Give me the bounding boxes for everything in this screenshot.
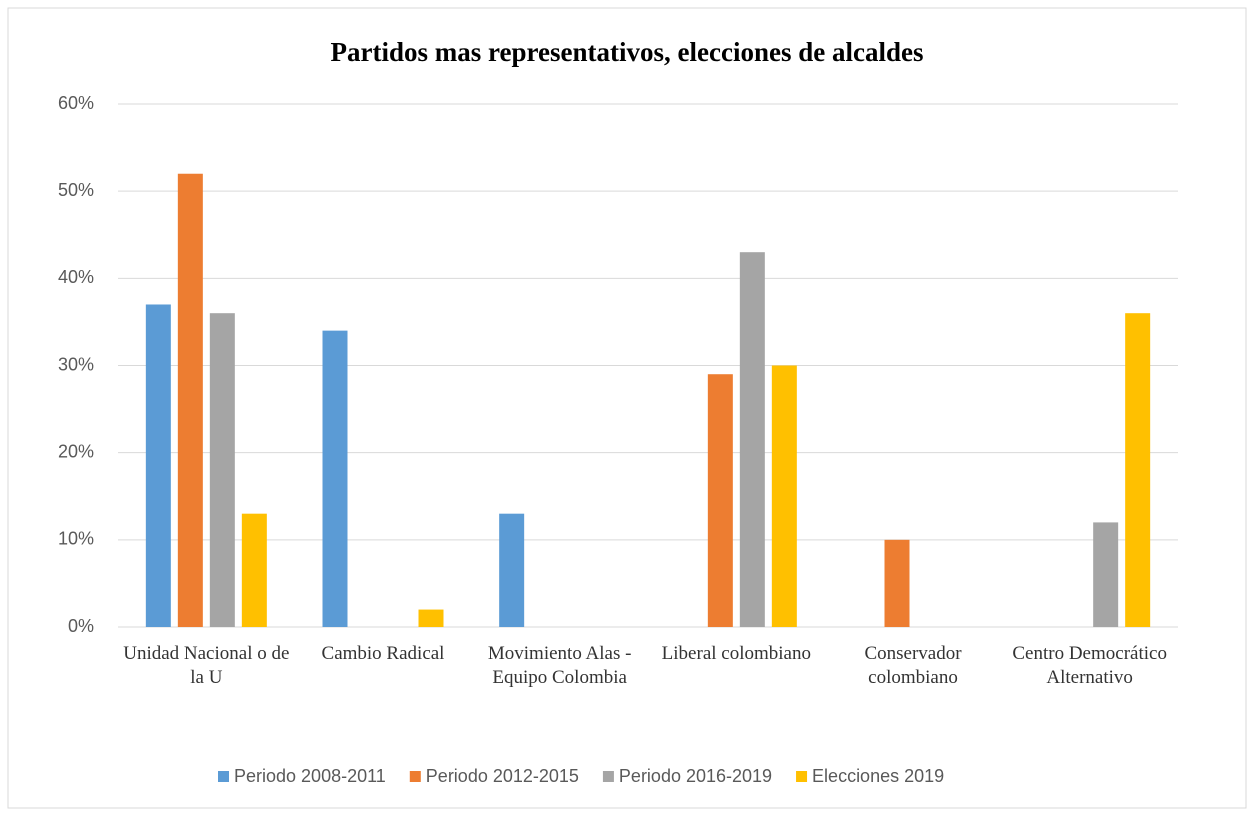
y-tick-label: 10%	[58, 529, 94, 549]
x-tick-label: Liberal colombiano	[661, 643, 811, 664]
legend-label: Periodo 2008-2011	[234, 766, 386, 786]
y-tick-label: 20%	[58, 441, 94, 461]
y-tick-label: 30%	[58, 354, 94, 374]
bar	[145, 304, 171, 627]
legend-swatch	[409, 771, 421, 782]
chart-title: Partidos mas representativos, elecciones…	[331, 37, 924, 67]
bar	[707, 374, 733, 627]
x-tick-label: Centro Democrático Alternativo	[1012, 643, 1167, 688]
x-tick-label: Conservador colombiano	[864, 643, 962, 688]
legend-swatch	[796, 771, 808, 782]
bar	[884, 539, 910, 627]
bar	[739, 252, 765, 627]
y-tick-label: 0%	[68, 616, 94, 636]
bar	[771, 365, 797, 627]
legend-label: Periodo 2012-2015	[426, 766, 579, 786]
y-tick-label: 60%	[58, 93, 94, 113]
bar	[209, 313, 235, 627]
bar	[177, 173, 203, 627]
bar	[1093, 522, 1119, 627]
legend-swatch	[218, 771, 229, 782]
bar	[418, 609, 444, 627]
x-tick-label: Unidad Nacional o de la U	[123, 643, 290, 688]
x-tick-label: Movimiento Alas - Equipo Colombia	[487, 643, 632, 688]
legend-swatch	[602, 771, 614, 782]
y-tick-label: 40%	[58, 267, 94, 287]
legend-label: Periodo 2016-2019	[619, 766, 772, 786]
bar	[322, 330, 348, 627]
y-tick-label: 50%	[58, 180, 94, 200]
legend-label: Elecciones 2019	[812, 766, 944, 786]
bar	[241, 513, 267, 627]
x-tick-label: Cambio Radical	[321, 643, 445, 664]
bar	[1125, 313, 1151, 627]
bar	[499, 513, 525, 627]
